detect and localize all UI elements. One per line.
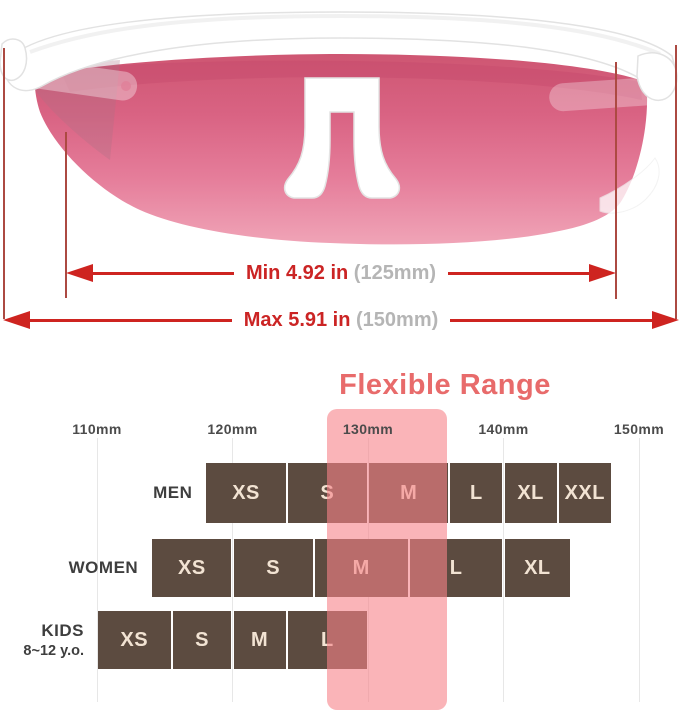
min-width-guide-right	[615, 62, 617, 299]
size-cell-men-xxl: XXL	[558, 463, 611, 523]
min-width-label: Min 4.92 in (125mm)	[234, 262, 448, 285]
lens	[34, 54, 648, 245]
right-temple-arm	[549, 76, 668, 112]
min-width-arrow: Min 4.92 in (125mm)	[66, 262, 617, 285]
row-label-men: MEN	[0, 463, 192, 523]
arrowhead-right-icon	[589, 264, 617, 282]
size-cell-women-xl: XL	[504, 539, 571, 597]
row-subtitle: 8~12 y.o.	[23, 643, 84, 659]
chart-title: Flexible Range	[339, 369, 551, 401]
size-label: L	[470, 481, 483, 504]
gridline-120	[232, 438, 233, 702]
arrow-line	[30, 318, 232, 322]
tick-label-150: 150mm	[613, 421, 665, 437]
arrow-line	[450, 318, 653, 322]
size-cell-men-xl: XL	[504, 463, 557, 523]
size-cell-kids-s: S	[172, 611, 232, 669]
size-label: L	[449, 556, 463, 579]
size-label: M	[251, 628, 269, 651]
gridline-140	[503, 438, 504, 702]
lens-tint	[60, 60, 642, 100]
row-name: MEN	[153, 483, 193, 502]
max-width-value: Max 5.91 in	[243, 308, 351, 331]
size-label: S	[195, 628, 209, 651]
right-temple-tip	[599, 157, 660, 214]
size-cell-men-xs: XS	[206, 463, 286, 523]
flexible-range-band	[327, 409, 447, 710]
sunglasses-image	[0, 11, 678, 245]
tick-label-140: 140mm	[478, 421, 529, 437]
arrowhead-left-icon	[66, 264, 93, 282]
max-width-guide-left	[3, 48, 5, 319]
max-width-label: Max 5.91 in (150mm)	[232, 309, 451, 332]
size-cell-kids-xs: XS	[98, 611, 171, 669]
size-cell-kids-m: M	[233, 611, 286, 669]
max-width-arrow: Max 5.91 in (150mm)	[3, 309, 679, 331]
lens-edge-tint	[35, 60, 120, 160]
min-width-guide-left	[65, 132, 67, 298]
max-width-guide-right	[675, 45, 677, 319]
gridline-150	[638, 438, 640, 702]
size-label: XS	[232, 481, 260, 504]
arrow-line	[93, 271, 234, 275]
row-name: KIDS	[41, 621, 84, 640]
row-label-women: WOMEN	[0, 539, 138, 597]
left-temple-end	[0, 38, 28, 82]
size-label: XL	[524, 556, 551, 579]
size-label: XS	[177, 556, 206, 579]
frame-shading	[29, 13, 661, 56]
arrowhead-left-icon	[3, 311, 30, 329]
right-hinge	[636, 52, 678, 101]
size-label: S	[266, 556, 281, 579]
tick-label-120: 120mm	[207, 421, 258, 437]
max-width-mm: (150mm)	[356, 308, 439, 331]
row-name: WOMEN	[68, 558, 139, 577]
size-label: XL	[517, 481, 544, 504]
gridline-110	[96, 438, 98, 702]
size-label: XXL	[564, 481, 605, 504]
nose-bridge	[283, 77, 401, 199]
tick-label-110: 110mm	[72, 421, 122, 437]
row-label-kids: KIDS 8~12 y.o.	[0, 611, 84, 669]
arrow-line	[448, 271, 590, 275]
tick-label-130: 130mm	[342, 421, 394, 437]
size-cell-women-s: S	[233, 539, 313, 597]
min-width-value: Min 4.92 in	[245, 261, 349, 284]
size-cell-women-xs: XS	[152, 539, 232, 597]
min-width-mm: (125mm)	[353, 261, 437, 284]
size-cell-men-l: L	[450, 463, 503, 523]
arrowhead-right-icon	[652, 311, 679, 329]
size-label: XS	[120, 628, 149, 651]
left-temple-hole	[121, 81, 131, 91]
